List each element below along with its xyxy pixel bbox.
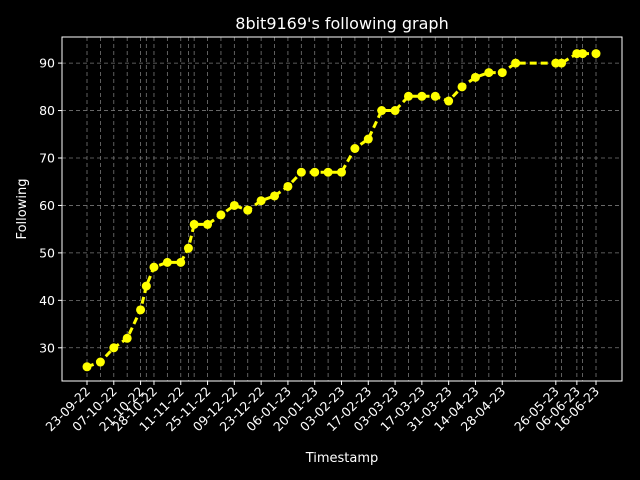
data-point — [243, 205, 253, 215]
data-point — [149, 262, 159, 272]
data-point — [283, 181, 293, 191]
axis-ticks: 3040506070809023-09-2207-10-2221-10-2228… — [39, 56, 602, 435]
data-point — [136, 305, 146, 315]
data-point — [296, 167, 306, 177]
data-point — [417, 91, 427, 101]
data-point — [95, 357, 105, 367]
data-point — [162, 257, 172, 267]
data-point — [578, 49, 588, 59]
data-point — [363, 134, 373, 144]
data-point — [176, 257, 186, 267]
data-point — [189, 219, 199, 229]
data-point — [229, 200, 239, 210]
data-point — [183, 243, 193, 253]
data-point — [82, 362, 92, 372]
y-tick-label: 90 — [39, 56, 55, 71]
data-point — [256, 196, 266, 206]
data-point — [122, 333, 132, 343]
data-point — [430, 91, 440, 101]
data-point — [310, 167, 320, 177]
series-line — [86, 52, 596, 369]
data-point — [591, 49, 601, 59]
data-point — [497, 68, 507, 78]
y-tick-label: 60 — [39, 198, 55, 213]
data-point — [457, 82, 467, 92]
data-point — [216, 210, 226, 220]
chart-title: 8bit9169's following graph — [235, 14, 448, 33]
data-point — [109, 343, 119, 353]
data-point — [141, 281, 151, 291]
y-axis-label: Following — [15, 179, 30, 240]
data-point — [377, 106, 387, 116]
data-point — [270, 191, 280, 201]
x-axis-label: Timestamp — [305, 451, 379, 466]
data-point — [470, 72, 480, 82]
y-tick-label: 50 — [39, 245, 55, 260]
data-point — [444, 96, 454, 106]
y-tick-label: 70 — [39, 150, 55, 165]
data-point — [390, 106, 400, 116]
grid-lines — [62, 37, 622, 381]
data-point — [337, 167, 346, 177]
data-point — [511, 58, 521, 68]
data-point — [557, 58, 567, 68]
y-tick-label: 80 — [39, 103, 55, 118]
data-point — [203, 219, 213, 229]
data-point — [323, 167, 333, 177]
data-point — [403, 91, 413, 101]
series-following — [82, 49, 601, 372]
data-point — [350, 144, 360, 154]
y-tick-label: 30 — [39, 340, 55, 355]
y-tick-label: 40 — [39, 293, 55, 308]
data-point — [484, 68, 494, 78]
